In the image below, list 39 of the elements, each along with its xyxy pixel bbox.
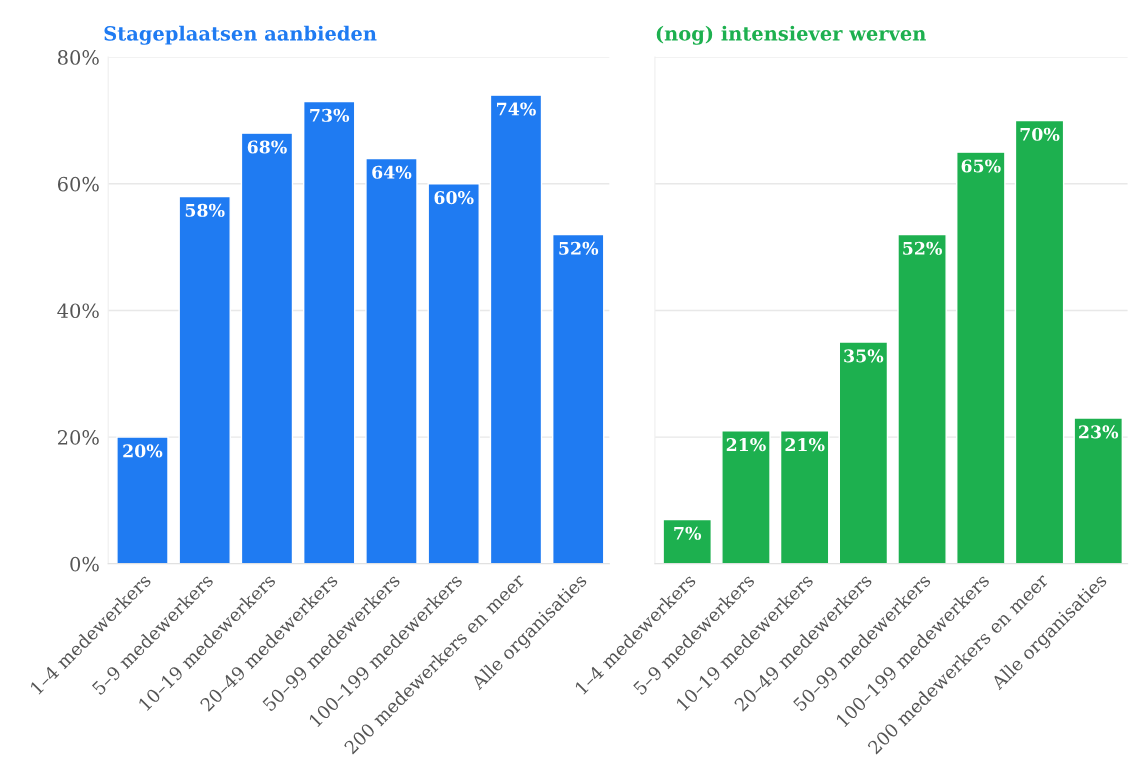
bar [1073, 417, 1124, 564]
data-label: 35% [844, 349, 884, 363]
data-label: 68% [247, 140, 287, 154]
data-label: 70% [1020, 127, 1060, 141]
bar [178, 195, 231, 564]
data-label: 21% [785, 438, 825, 452]
bar [897, 233, 947, 564]
data-label: 23% [1079, 425, 1119, 439]
y-tick-label: 0% [70, 556, 99, 572]
data-label: 20% [123, 444, 163, 458]
data-label: 52% [903, 241, 942, 255]
data-label: 21% [726, 438, 766, 452]
y-tick-label: 60% [57, 176, 99, 192]
bar [240, 132, 294, 564]
data-label: 60% [434, 191, 474, 205]
data-label: 65% [961, 159, 1001, 173]
data-label: 73% [310, 108, 350, 122]
bar [956, 151, 1006, 564]
data-label: 64% [372, 165, 412, 179]
bar [552, 233, 605, 564]
bar [1014, 119, 1065, 564]
data-label: 7% [674, 526, 702, 540]
bar [489, 94, 543, 564]
y-tick-label: 20% [57, 430, 99, 445]
chart-title: Stageplaatsen aanbieden [104, 25, 377, 45]
bar [662, 518, 712, 564]
y-tick-label: 40% [57, 303, 99, 319]
bar [779, 430, 830, 564]
bar [838, 341, 889, 564]
data-label: 52% [559, 241, 599, 255]
chart-title: (nog) intensiever werven [656, 25, 926, 45]
y-tick-label: 80% [57, 50, 99, 65]
bar [302, 100, 356, 564]
data-label: 58% [185, 203, 225, 217]
bar [365, 157, 418, 564]
data-label: 74% [497, 102, 536, 116]
bar [116, 436, 169, 564]
bar [721, 430, 771, 564]
bar [427, 183, 480, 564]
